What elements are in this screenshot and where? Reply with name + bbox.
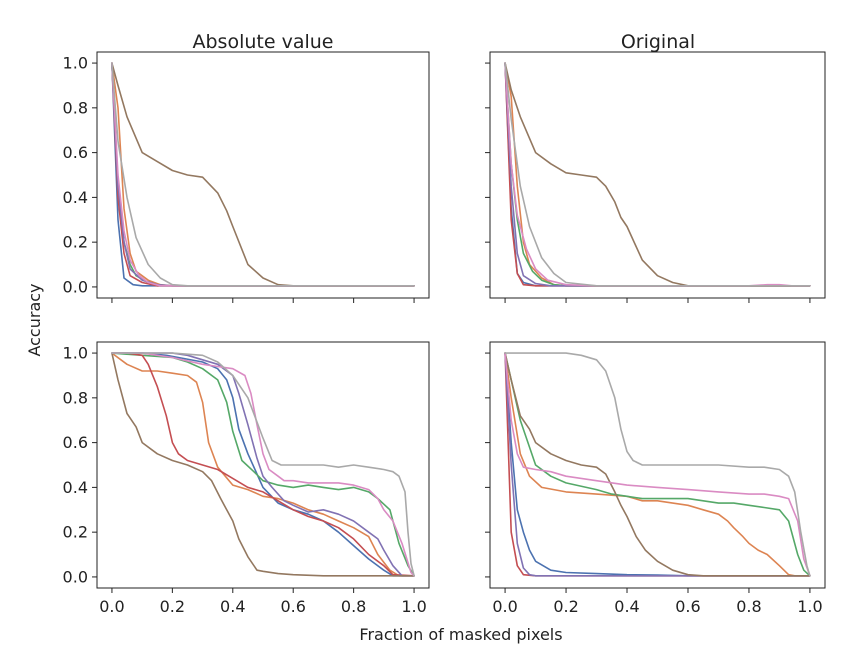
subplot-original-bottom: 0.0 0.2 0.4 0.6 0.8 1.0 bbox=[485, 341, 826, 616]
series-line-brown bbox=[111, 62, 415, 287]
x-tick-label: 0.6 bbox=[280, 597, 305, 616]
y-tick-label: 0.4 bbox=[63, 188, 88, 207]
series-line-red bbox=[504, 62, 811, 287]
series-line-green bbox=[111, 62, 415, 287]
y-tick-label: 1.0 bbox=[63, 344, 88, 363]
series-line-red bbox=[111, 62, 415, 287]
axes-frame bbox=[96, 341, 430, 589]
y-tick-label: 0.8 bbox=[63, 388, 88, 407]
x-tick-label: 0.8 bbox=[736, 597, 761, 616]
series-line-orange bbox=[111, 352, 415, 577]
series-line-purple bbox=[504, 352, 811, 577]
series-line-orange bbox=[111, 62, 415, 287]
x-tick-label: 1.0 bbox=[401, 597, 426, 616]
y-tick-label: 0.8 bbox=[63, 98, 88, 117]
series-line-green bbox=[111, 352, 415, 577]
series-line-purple bbox=[504, 62, 811, 287]
series-line-orange bbox=[504, 62, 811, 287]
series-line-gray bbox=[504, 62, 811, 287]
series-line-blue bbox=[111, 62, 415, 287]
x-axis-label: Fraction of masked pixels bbox=[359, 625, 562, 644]
panel-title-absolute-value: Absolute value bbox=[193, 31, 334, 53]
series-line-pink bbox=[111, 62, 415, 287]
y-tick-label: 1.0 bbox=[63, 54, 88, 73]
series-line-purple bbox=[111, 62, 415, 287]
series-line-gray bbox=[111, 62, 415, 287]
x-tick-label: 1.0 bbox=[797, 597, 822, 616]
subplot-absolute-value-bottom: 0.0 0.2 0.4 0.6 0.8 1.0 0.0 0.2 0.4 0.6 0.8 1.0 bbox=[63, 341, 430, 616]
x-tick-label: 0.4 bbox=[614, 597, 639, 616]
y-tick-label: 0.6 bbox=[63, 433, 88, 452]
panel-title-original: Original bbox=[621, 31, 695, 53]
y-tick-label: 0.6 bbox=[63, 143, 88, 162]
series-line-purple bbox=[111, 352, 415, 577]
series-line-gray bbox=[111, 352, 415, 577]
axes-frame bbox=[96, 51, 430, 299]
series-line-blue bbox=[504, 62, 811, 287]
series-line-brown bbox=[504, 62, 811, 287]
series-line-red bbox=[111, 352, 415, 577]
subplot-absolute-value-top: 0.0 0.2 0.4 0.6 0.8 1.0 bbox=[63, 51, 430, 303]
x-tick-label: 0.8 bbox=[341, 597, 366, 616]
y-axis-label: Accuracy bbox=[25, 283, 44, 356]
series-line-blue bbox=[111, 352, 415, 577]
axes-frame bbox=[489, 51, 826, 299]
y-tick-label: 0.4 bbox=[63, 478, 88, 497]
subplot-grid: 0.00.20.40.60.81.00.00.20.40.60.81.00.0 0… bbox=[63, 51, 826, 616]
x-tick-label: 0.4 bbox=[220, 597, 245, 616]
y-tick-label: 0.0 bbox=[63, 567, 88, 586]
series-line-green bbox=[504, 352, 811, 577]
series-line-brown bbox=[111, 352, 415, 577]
x-tick-label: 0.0 bbox=[492, 597, 517, 616]
subplot-original-top bbox=[485, 51, 826, 303]
x-tick-label: 0.2 bbox=[160, 597, 185, 616]
series-line-gray bbox=[504, 352, 811, 577]
series-line-pink bbox=[504, 352, 811, 577]
y-tick-label: 0.2 bbox=[63, 233, 88, 252]
y-tick-label: 0.2 bbox=[63, 523, 88, 542]
x-tick-label: 0.6 bbox=[675, 597, 700, 616]
x-tick-label: 0.2 bbox=[553, 597, 578, 616]
x-tick-label: 0.0 bbox=[99, 597, 124, 616]
series-line-pink bbox=[504, 62, 811, 287]
axes-frame bbox=[489, 341, 826, 589]
y-tick-label: 0.0 bbox=[63, 277, 88, 296]
series-line-green bbox=[504, 62, 811, 287]
series-line-orange bbox=[504, 352, 811, 577]
series-line-pink bbox=[111, 352, 415, 577]
